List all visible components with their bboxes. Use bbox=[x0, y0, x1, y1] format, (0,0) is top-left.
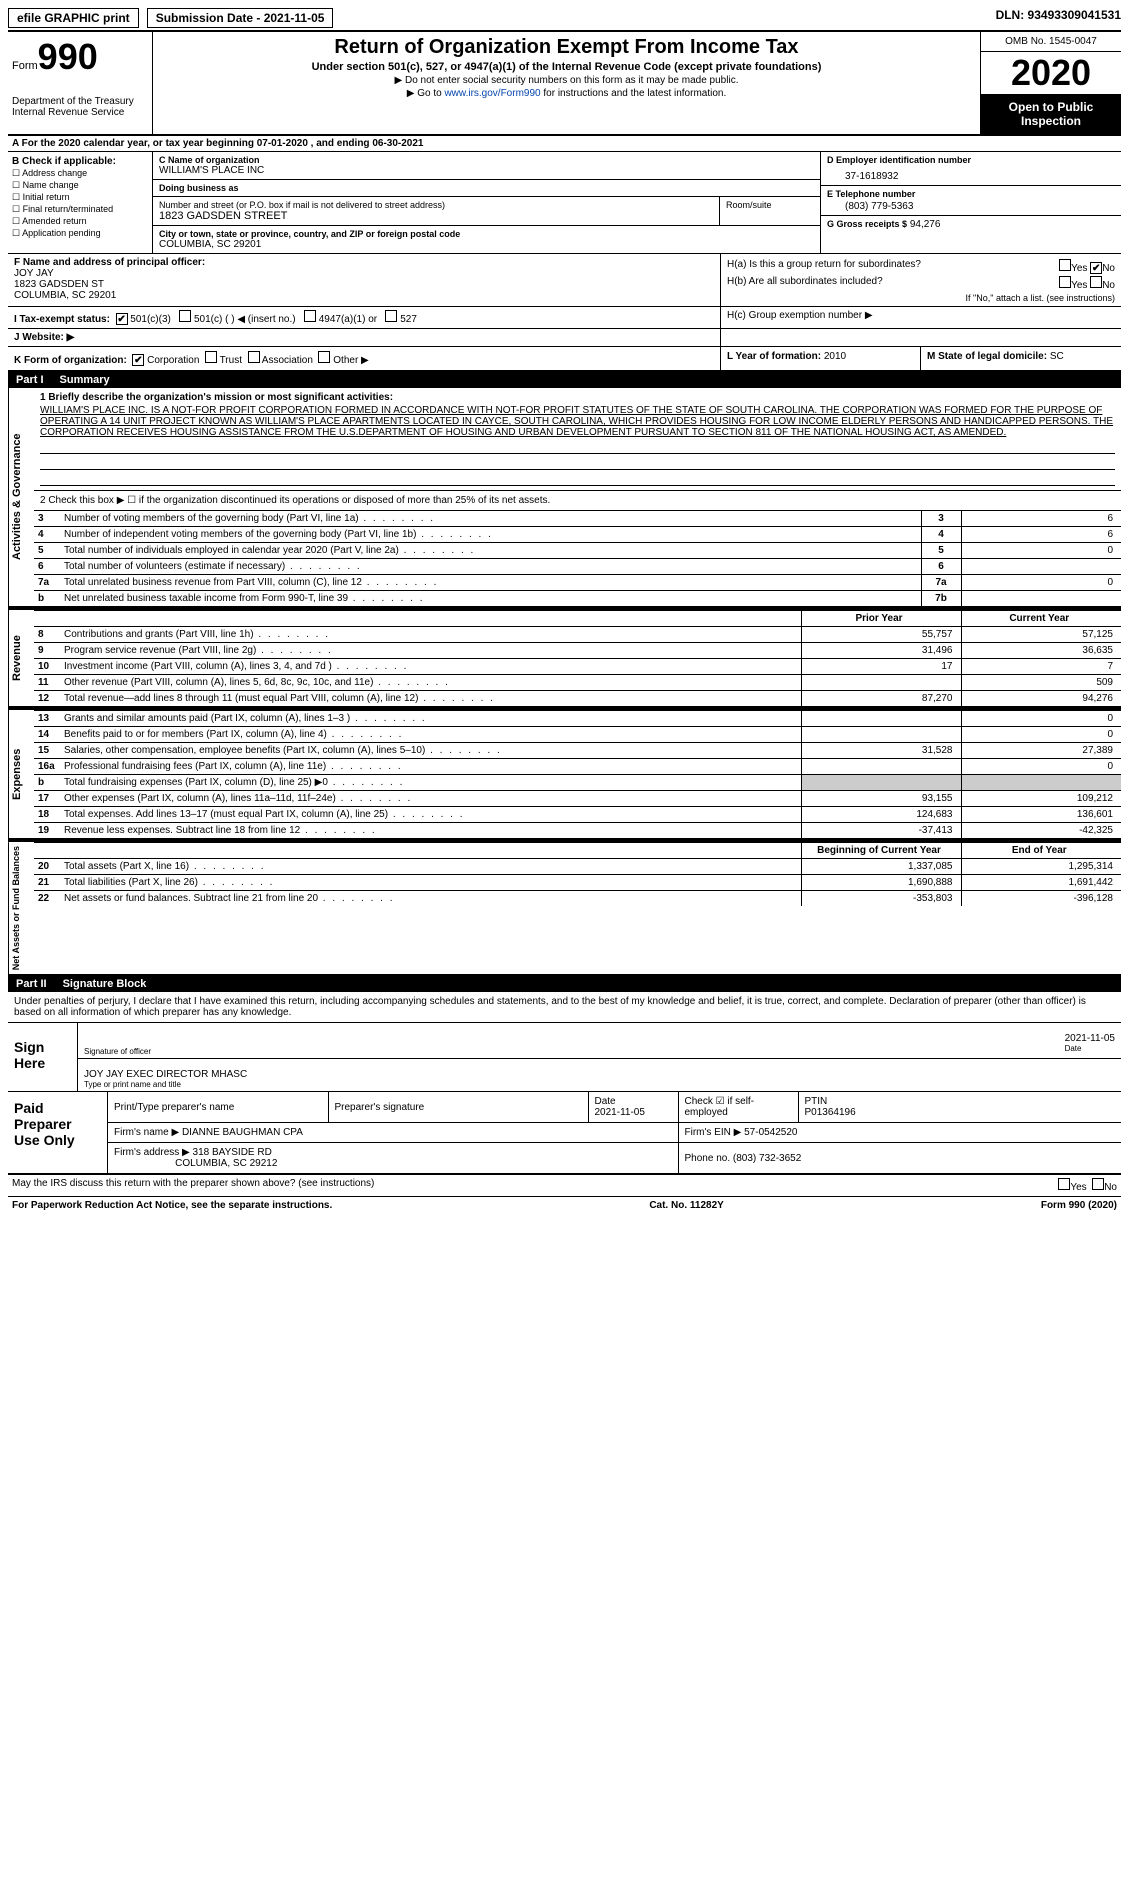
prep-date: 2021-11-05 bbox=[595, 1107, 645, 1118]
hb-no[interactable] bbox=[1090, 276, 1102, 288]
perjury-declaration: Under penalties of perjury, I declare th… bbox=[8, 992, 1121, 1023]
cb-initial-return[interactable]: ☐ Initial return bbox=[12, 192, 148, 203]
k-corp[interactable]: ✔ bbox=[132, 354, 144, 366]
firm-addr: 318 BAYSIDE RD bbox=[193, 1147, 272, 1158]
cb-address-change[interactable]: ☐ Address change bbox=[12, 168, 148, 179]
officer-addr2: COLUMBIA, SC 29201 bbox=[14, 290, 714, 301]
form-label: Form bbox=[12, 60, 38, 72]
summary-governance: Activities & Governance 1 Briefly descri… bbox=[8, 388, 1121, 608]
dln: DLN: 93493309041531 bbox=[996, 8, 1121, 28]
paid-preparer: Paid Preparer Use Only Print/Type prepar… bbox=[8, 1092, 1121, 1175]
submission-date: Submission Date - 2021-11-05 bbox=[147, 8, 334, 28]
goto-note: ▶ Go to www.irs.gov/Form990 for instruct… bbox=[161, 88, 972, 99]
col-c-org: C Name of organization WILLIAM'S PLACE I… bbox=[153, 152, 821, 253]
form-header: Form990 Department of the Treasury Inter… bbox=[8, 32, 1121, 136]
netassets-table: Beginning of Current YearEnd of Year 20T… bbox=[34, 842, 1121, 906]
mission-text: WILLIAM'S PLACE INC. IS A NOT-FOR PROFIT… bbox=[40, 405, 1115, 438]
org-name: WILLIAM'S PLACE INC bbox=[159, 165, 814, 176]
dept-treasury: Department of the Treasury Internal Reve… bbox=[12, 96, 148, 118]
line-2: 2 Check this box ▶ ☐ if the organization… bbox=[34, 491, 1121, 510]
year-formed: 2010 bbox=[824, 351, 846, 362]
part-ii-header: Part II Signature Block bbox=[8, 976, 1121, 992]
omb-number: OMB No. 1545-0047 bbox=[981, 32, 1121, 52]
efile-topbar: efile GRAPHIC print Submission Date - 20… bbox=[8, 8, 1121, 32]
officer-addr1: 1823 GADSDEN ST bbox=[14, 279, 714, 290]
k-assoc[interactable] bbox=[248, 351, 260, 363]
row-i: I Tax-exempt status: ✔ 501(c)(3) 501(c) … bbox=[8, 307, 1121, 329]
summary-expenses: Expenses 13Grants and similar amounts pa… bbox=[8, 708, 1121, 840]
discuss-yes[interactable] bbox=[1058, 1178, 1070, 1190]
summary-revenue: Revenue Prior YearCurrent Year 8Contribu… bbox=[8, 608, 1121, 708]
form-subtitle: Under section 501(c), 527, or 4947(a)(1)… bbox=[161, 61, 972, 73]
summary-netassets: Net Assets or Fund Balances Beginning of… bbox=[8, 840, 1121, 976]
row-klm: K Form of organization: ✔ Corporation Tr… bbox=[8, 347, 1121, 372]
form-number: 990 bbox=[38, 36, 98, 77]
hc-exemption: H(c) Group exemption number ▶ bbox=[721, 307, 1121, 328]
block-fh: F Name and address of principal officer:… bbox=[8, 254, 1121, 307]
firm-ein: 57-0542520 bbox=[744, 1127, 797, 1138]
governance-table: 3Number of voting members of the governi… bbox=[34, 510, 1121, 606]
officer-name: JOY JAY bbox=[14, 268, 714, 279]
tax-year: 2020 bbox=[981, 52, 1121, 94]
k-trust[interactable] bbox=[205, 351, 217, 363]
part-i-header: Part I Summary bbox=[8, 372, 1121, 388]
cb-name-change[interactable]: ☐ Name change bbox=[12, 180, 148, 191]
i-501c[interactable] bbox=[179, 310, 191, 322]
ha-no[interactable]: ✔ bbox=[1090, 262, 1102, 274]
expense-table: 13Grants and similar amounts paid (Part … bbox=[34, 710, 1121, 838]
col-b-checkboxes: B Check if applicable: ☐ Address change … bbox=[8, 152, 153, 253]
row-a-taxyear: A For the 2020 calendar year, or tax yea… bbox=[8, 136, 1121, 152]
row-j: J Website: ▶ bbox=[8, 329, 1121, 347]
col-de: D Employer identification number 37-1618… bbox=[821, 152, 1121, 253]
discuss-row: May the IRS discuss this return with the… bbox=[8, 1175, 1121, 1197]
irs-link[interactable]: www.irs.gov/Form990 bbox=[444, 88, 540, 99]
ssn-note: ▶ Do not enter social security numbers o… bbox=[161, 75, 972, 86]
room-suite: Room/suite bbox=[720, 197, 820, 225]
revenue-table: Prior YearCurrent Year 8Contributions an… bbox=[34, 610, 1121, 706]
city-state-zip: COLUMBIA, SC 29201 bbox=[159, 239, 814, 250]
i-4947[interactable] bbox=[304, 310, 316, 322]
cb-pending[interactable]: ☐ Application pending bbox=[12, 228, 148, 239]
open-inspection: Open to Public Inspection bbox=[981, 94, 1121, 134]
footer: For Paperwork Reduction Act Notice, see … bbox=[8, 1197, 1121, 1214]
sign-date: 2021-11-05 bbox=[1065, 1033, 1115, 1044]
i-527[interactable] bbox=[385, 310, 397, 322]
i-501c3[interactable]: ✔ bbox=[116, 313, 128, 325]
form-title: Return of Organization Exempt From Incom… bbox=[161, 36, 972, 59]
state-domicile: SC bbox=[1050, 351, 1064, 362]
k-other[interactable] bbox=[318, 351, 330, 363]
gross-receipts: 94,276 bbox=[910, 219, 941, 230]
firm-name: DIANNE BAUGHMAN CPA bbox=[182, 1127, 303, 1138]
ein: 37-1618932 bbox=[827, 165, 1115, 182]
phone: (803) 779-5363 bbox=[827, 199, 1115, 212]
hb-yes[interactable] bbox=[1059, 276, 1071, 288]
cb-amended[interactable]: ☐ Amended return bbox=[12, 216, 148, 227]
discuss-no[interactable] bbox=[1092, 1178, 1104, 1190]
street: 1823 GADSDEN STREET bbox=[159, 210, 713, 222]
block-bcde: B Check if applicable: ☐ Address change … bbox=[8, 152, 1121, 254]
officer-name-title: JOY JAY EXEC DIRECTOR MHASC bbox=[84, 1069, 247, 1080]
signature-block: Under penalties of perjury, I declare th… bbox=[8, 992, 1121, 1092]
cb-final-return[interactable]: ☐ Final return/terminated bbox=[12, 204, 148, 215]
efile-btn: efile GRAPHIC print bbox=[8, 8, 139, 28]
ha-yes[interactable] bbox=[1059, 259, 1071, 271]
ptin: P01364196 bbox=[805, 1107, 856, 1118]
firm-phone: (803) 732-3652 bbox=[733, 1153, 801, 1164]
